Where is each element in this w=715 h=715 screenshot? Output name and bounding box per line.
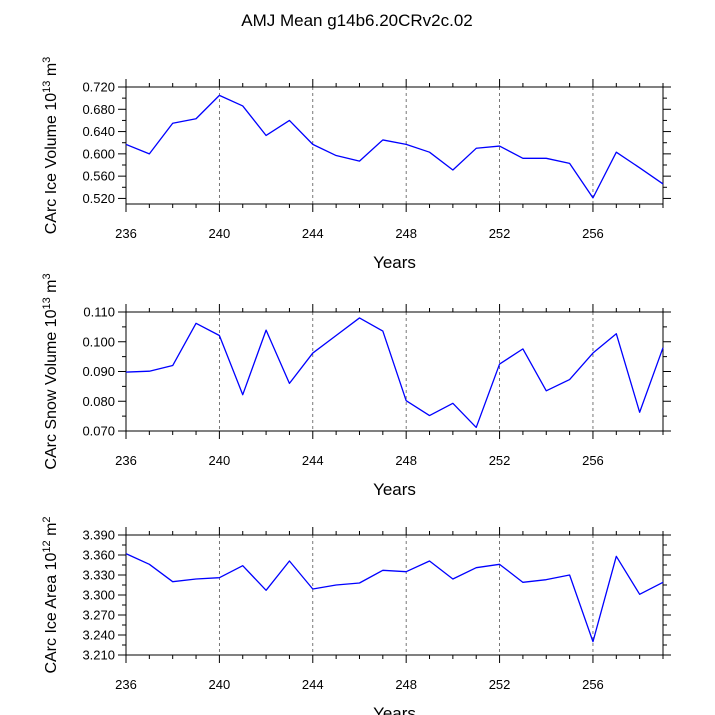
series-line-1: [125, 317, 664, 429]
y-tick-label: 0.520: [82, 191, 115, 206]
x-tick-label: 248: [395, 226, 417, 241]
x-tick-label: 252: [489, 453, 511, 468]
y-tick-label: 0.070: [82, 424, 115, 439]
x-tick-label: 256: [582, 226, 604, 241]
y-label-part: m: [43, 63, 60, 81]
panels-container: 236 240 244 248 252 256 0.520 0.560 0.600 0.640 0.…: [41, 57, 671, 715]
x-axis-label: Years: [373, 480, 416, 499]
y-tick-label: 0.560: [82, 169, 115, 184]
y-tick-label: 3.390: [82, 528, 115, 543]
y-label-part: CArc Ice Volume 10: [43, 93, 60, 235]
y-label-part: m: [43, 523, 60, 541]
y-label-part: CArc Ice Area 10: [43, 553, 60, 674]
y-label-exponent: 3: [41, 273, 53, 279]
x-tick-label: 244: [302, 453, 324, 468]
x-tick-label: 248: [395, 453, 417, 468]
series-line-1: [125, 553, 664, 643]
y-tick-label: 3.300: [82, 588, 115, 603]
y-axis-label: CArc Ice Volume 1013 m3: [41, 57, 60, 235]
y-label-exponent: 13: [41, 81, 53, 93]
x-tick-label: 252: [489, 677, 511, 692]
y-tick-label: 0.090: [82, 364, 115, 379]
y-tick-label: 0.080: [82, 394, 115, 409]
y-label-exponent: 12: [41, 540, 53, 552]
y-label-exponent: 2: [41, 516, 53, 522]
x-axis-label: Years: [373, 704, 416, 715]
y-tick-label: 0.110: [83, 305, 115, 320]
x-tick-label: 240: [209, 226, 231, 241]
y-tick-label: 0.600: [82, 146, 115, 161]
plot-frame: [125, 86, 664, 205]
y-axis-label: CArc Snow Volume 1013 m3: [41, 273, 60, 469]
plot-frame: [125, 534, 664, 656]
y-label-part: CArc Snow Volume 10: [43, 309, 60, 469]
y-tick-label: 3.360: [82, 548, 115, 563]
x-tick-label: 240: [209, 677, 231, 692]
y-axis-label: CArc Ice Area 1012 m2: [41, 516, 60, 673]
y-tick-label: 3.330: [82, 568, 115, 583]
figure-title: AMJ Mean g14b6.20CRv2c.02: [241, 11, 473, 30]
y-tick-label: 0.100: [82, 334, 115, 349]
x-tick-label: 252: [489, 226, 511, 241]
chart-panel-1: 236 240 244 248 252 256 0.520 0.560 0.600 0.640 0.…: [41, 57, 671, 272]
plot-frame: [125, 311, 664, 432]
y-tick-label: 0.640: [82, 124, 115, 139]
y-label-exponent: 3: [41, 57, 53, 63]
x-tick-label: 256: [582, 677, 604, 692]
x-tick-label: 236: [115, 453, 137, 468]
y-label-exponent: 13: [41, 297, 53, 309]
x-tick-label: 248: [395, 677, 417, 692]
y-tick-label: 3.210: [82, 648, 115, 663]
x-tick-label: 244: [302, 226, 324, 241]
x-tick-label: 240: [209, 453, 231, 468]
x-tick-label: 256: [582, 453, 604, 468]
x-tick-label: 236: [115, 226, 137, 241]
chart-panel-2: 236 240 244 248 252 256 0.070 0.080 0.090 0.100 0.…: [41, 273, 671, 499]
series-line-1: [125, 94, 664, 199]
y-tick-label: 0.680: [82, 102, 115, 117]
y-label-part: m: [43, 280, 60, 298]
x-tick-label: 244: [302, 677, 324, 692]
x-tick-label: 236: [115, 677, 137, 692]
chart-panel-3: 236 240 244 248 252 256 3.210 3.240 3.270 3.300 3.…: [41, 516, 671, 715]
y-tick-label: 3.270: [82, 608, 115, 623]
y-tick-label: 0.720: [82, 80, 115, 95]
x-axis-label: Years: [373, 253, 416, 272]
y-tick-label: 3.240: [82, 628, 115, 643]
